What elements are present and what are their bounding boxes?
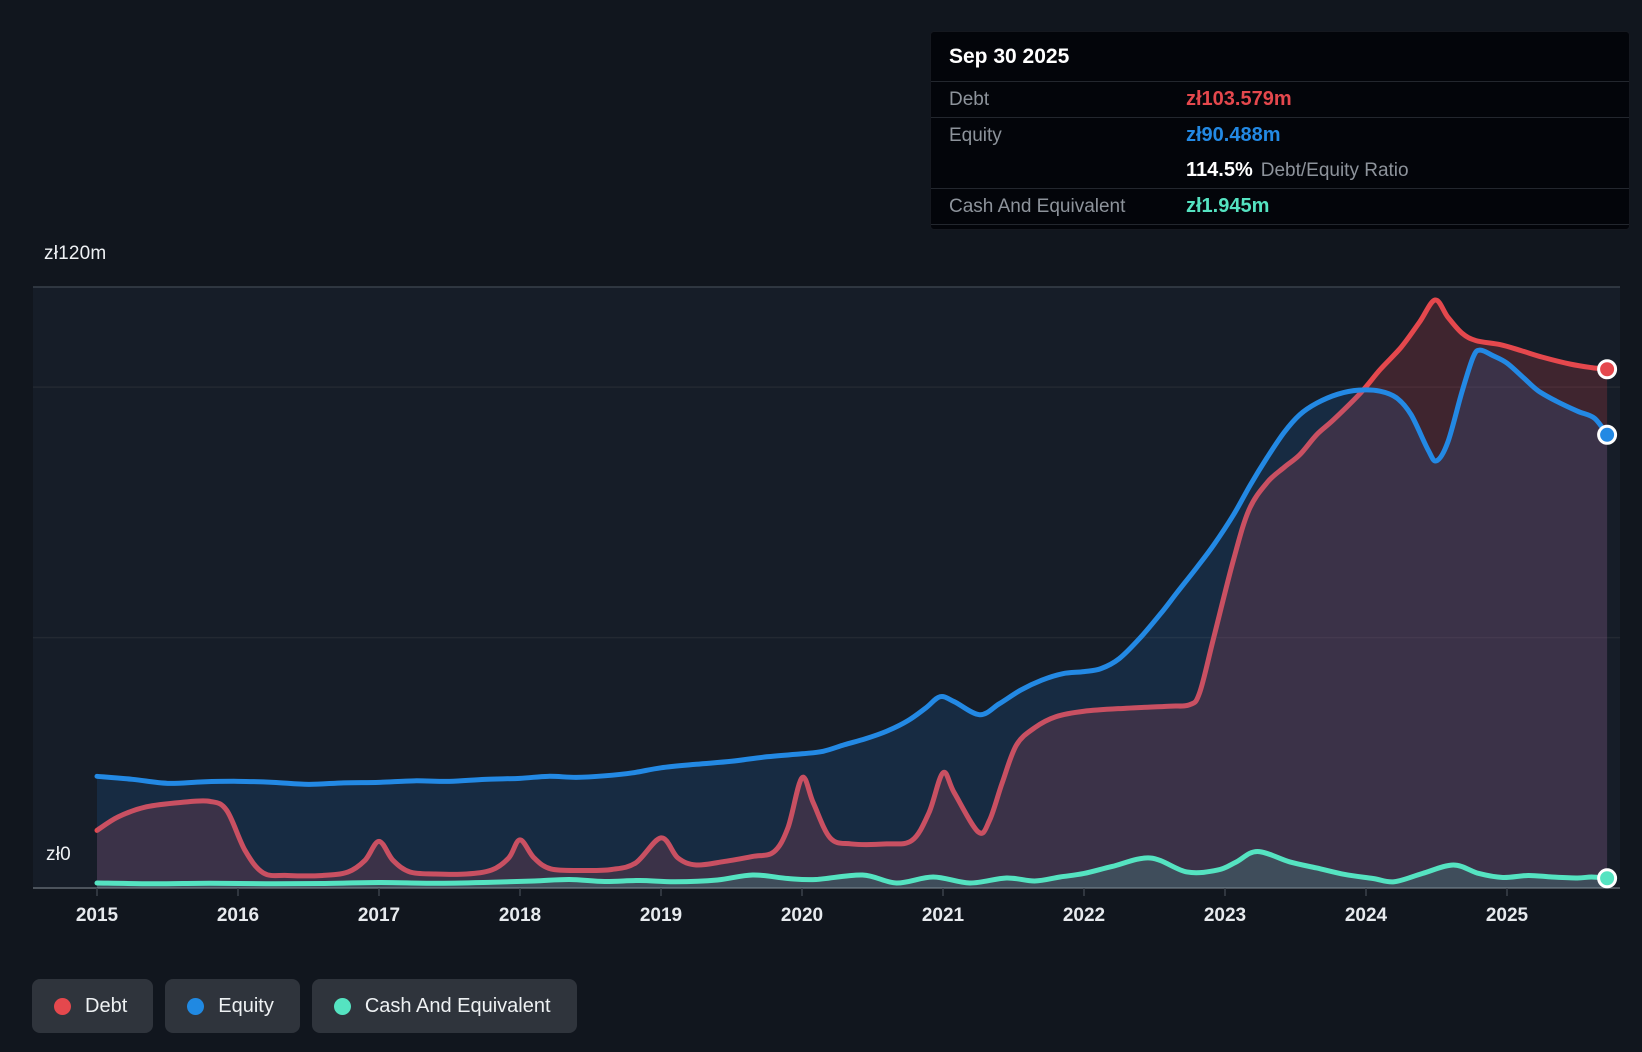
x-tick-label-2017: 2017 <box>357 905 401 926</box>
tooltip-bottom-rule <box>931 224 1629 227</box>
tooltip-equity-label: Equity <box>949 124 1002 146</box>
legend-equity-label: Equity <box>218 994 274 1017</box>
tooltip-cash-label: Cash And Equivalent <box>949 195 1126 217</box>
cash-and-equivalent-area <box>97 851 1608 888</box>
legend-cash-label: Cash And Equivalent <box>364 994 551 1017</box>
tooltip-debt-label: Debt <box>949 88 990 110</box>
x-tick-label-2020: 2020 <box>780 905 824 926</box>
x-tick-label-2018: 2018 <box>498 905 542 926</box>
tooltip-row-cash: Cash And Equivalent zł1.945m <box>931 188 1629 224</box>
x-tick-label-2023: 2023 <box>1203 905 1247 926</box>
legend-debt-label: Debt <box>85 994 128 1017</box>
equity-area <box>97 350 1608 889</box>
x-tick-label-2025: 2025 <box>1485 905 1529 926</box>
tooltip-row-equity: Equity zł90.488m <box>931 117 1629 153</box>
x-tick-label-2021: 2021 <box>921 905 965 926</box>
tooltip-row-debt: Debt zł103.579m <box>931 81 1629 117</box>
x-tick-label-2015: 2015 <box>75 905 119 926</box>
x-tick-label-2019: 2019 <box>639 905 683 926</box>
chart-tooltip: Sep 30 2025 Debt zł103.579m Equity zł90.… <box>930 31 1630 230</box>
tooltip-row-ratio: 114.5% Debt/Equity Ratio <box>931 153 1629 188</box>
cash-and-equivalent-line <box>94 848 1610 887</box>
cash-dot-icon <box>333 997 351 1015</box>
legend-item-equity[interactable]: Equity <box>165 979 300 1033</box>
tooltip-ratio-label: Debt/Equity Ratio <box>1260 159 1409 181</box>
x-tick-label-2022: 2022 <box>1062 905 1106 926</box>
debt-line <box>94 297 1610 879</box>
tooltip-ratio-value: 114.5% <box>1186 159 1253 181</box>
legend-item-cash[interactable]: Cash And Equivalent <box>311 979 577 1033</box>
debt-dot-icon <box>54 997 71 1015</box>
debt-endpoint-dot[interactable] <box>1597 359 1618 380</box>
equity-line <box>94 347 1610 787</box>
chart-legend: Debt Equity Cash And Equivalent <box>32 979 577 1033</box>
x-tick-label-2024: 2024 <box>1344 905 1388 926</box>
cash-and-equivalent-endpoint-dot[interactable] <box>1597 868 1618 889</box>
tooltip-date: Sep 30 2025 <box>949 45 1070 68</box>
debt-area <box>97 299 1608 888</box>
legend-item-debt[interactable]: Debt <box>32 979 154 1033</box>
x-tick-label-2016: 2016 <box>216 905 260 926</box>
tooltip-cash-value: zł1.945m <box>1186 195 1270 217</box>
equity-dot-icon <box>187 997 205 1015</box>
tooltip-debt-value: zł103.579m <box>1186 88 1292 110</box>
tooltip-equity-value: zł90.488m <box>1186 124 1281 146</box>
y-axis-max-label: zł120m <box>44 243 107 264</box>
y-axis-zero-label: zł0 <box>46 844 71 865</box>
equity-endpoint-dot[interactable] <box>1597 424 1618 445</box>
